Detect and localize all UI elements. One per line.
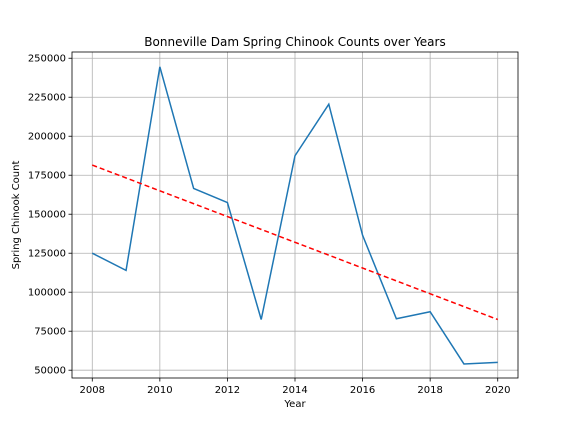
y-tick-label: 250000 [28, 54, 66, 65]
x-tick-label: 2016 [350, 385, 375, 396]
x-tick-label: 2018 [417, 385, 442, 396]
y-tick-label: 50000 [34, 366, 66, 377]
x-axis-label: Year [283, 399, 306, 410]
series-layer [91, 66, 498, 365]
grid-lines [72, 52, 518, 378]
y-tick-label: 200000 [28, 132, 66, 143]
x-tick-label: 2012 [215, 385, 240, 396]
y-axis-label: Spring Chinook Count [11, 161, 22, 270]
y-tick-label: 175000 [28, 171, 66, 182]
x-ticks: 2008 2010 2012 2014 2016 2018 2020 [80, 378, 510, 396]
y-tick-label: 125000 [28, 249, 66, 260]
x-tick-label: 2020 [485, 385, 510, 396]
trend-line [92, 164, 498, 321]
y-ticks: 50000 75000 100000 125000 150000 175000 200000… [28, 54, 72, 377]
y-tick-label: 225000 [28, 93, 66, 104]
x-tick-label: 2014 [282, 385, 307, 396]
y-tick-label: 150000 [28, 210, 66, 221]
chart-title: Bonneville Dam Spring Chinook Counts ove… [144, 35, 445, 49]
x-tick-label: 2010 [147, 385, 172, 396]
y-tick-label: 75000 [34, 327, 66, 338]
count-line [91, 66, 498, 365]
y-tick-label: 100000 [28, 288, 66, 299]
x-tick-label: 2008 [80, 385, 105, 396]
